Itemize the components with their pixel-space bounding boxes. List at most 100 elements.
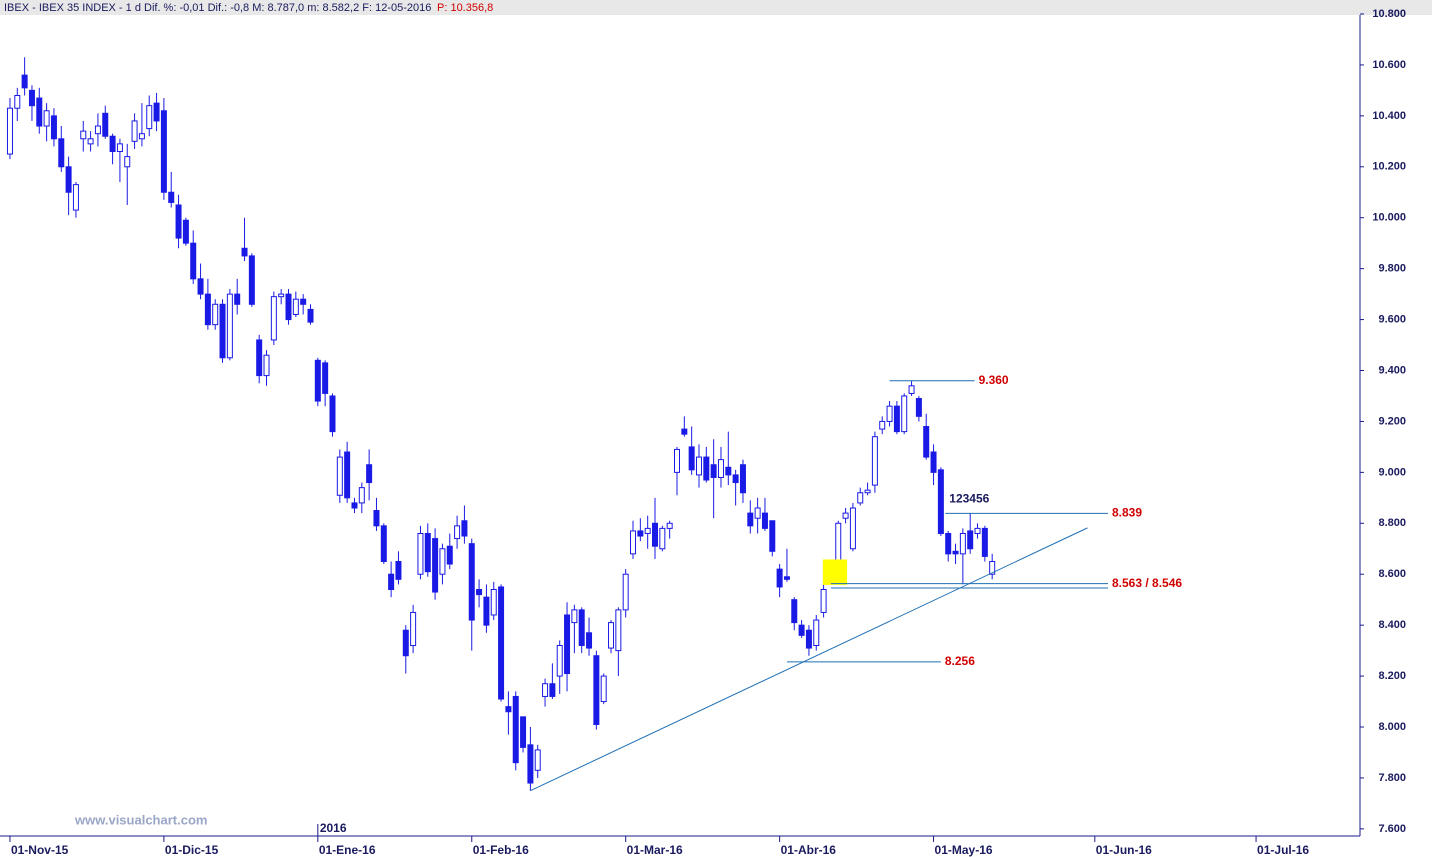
level-label: 9.360	[979, 373, 1009, 387]
candle-body	[659, 527, 666, 550]
candle-body	[498, 586, 505, 700]
candle-body	[754, 507, 761, 519]
candle-body	[256, 339, 263, 377]
candle-body	[65, 166, 72, 193]
year-label: 2016	[320, 821, 347, 835]
x-tick-label: 01-Jul-16	[1257, 843, 1309, 857]
candle-body	[725, 466, 732, 476]
candle-body	[893, 405, 900, 433]
candle-body	[637, 530, 644, 537]
y-tick-label: 8.200	[1378, 670, 1406, 682]
candle-body	[21, 74, 28, 89]
candle-body	[102, 112, 109, 137]
candle-body	[432, 538, 439, 593]
candle-body	[512, 695, 519, 764]
candle-body	[600, 675, 607, 703]
candle-body	[703, 456, 710, 481]
x-tick-label: 01-May-16	[935, 843, 993, 857]
candle-body	[80, 130, 87, 140]
candle-body	[937, 469, 944, 534]
candle-body	[344, 451, 351, 499]
candle-body	[798, 624, 805, 636]
candle-body	[190, 242, 197, 280]
candle-body	[146, 105, 153, 130]
y-tick-label: 8.400	[1378, 619, 1406, 631]
candle-body	[813, 619, 820, 647]
y-tick-label: 10.400	[1372, 110, 1406, 122]
candle-body	[43, 110, 50, 127]
candle-body	[490, 589, 497, 616]
candle-body	[6, 107, 13, 155]
y-tick-label: 8.600	[1378, 568, 1406, 580]
candle-body	[666, 522, 673, 529]
candle-body	[358, 487, 365, 504]
y-tick-label: 9.600	[1378, 313, 1406, 325]
candle-body	[871, 436, 878, 486]
y-tick-label: 10.000	[1372, 212, 1406, 224]
candle-body	[791, 599, 798, 624]
candle-body	[805, 629, 812, 649]
candle-body	[138, 133, 145, 140]
candle-body	[549, 683, 556, 697]
candle-body	[776, 568, 783, 588]
candle-body	[439, 548, 446, 575]
candle-body	[351, 502, 358, 509]
candle-body	[307, 308, 314, 323]
candle-body	[424, 532, 431, 573]
candle-body	[556, 645, 563, 677]
candle-body	[520, 716, 527, 748]
y-tick-label: 9.400	[1378, 364, 1406, 376]
candle-body	[747, 512, 754, 527]
candle-body	[322, 362, 329, 394]
candle-body	[72, 184, 79, 211]
candle-body	[131, 120, 138, 142]
candle-body	[278, 293, 285, 298]
candle-body	[36, 97, 43, 127]
candle-body	[476, 589, 483, 596]
candle-body	[864, 489, 871, 494]
candle-body	[673, 448, 680, 473]
candle-body	[923, 426, 930, 458]
candle-body	[542, 683, 549, 697]
candle-body	[58, 138, 65, 168]
candle-body	[153, 102, 160, 122]
candle-body	[461, 520, 468, 537]
candle-body	[783, 576, 790, 580]
candle-body	[28, 89, 35, 107]
candle-body	[652, 522, 659, 547]
candle-body	[842, 512, 849, 519]
candle-body	[688, 446, 695, 471]
candle-body	[300, 298, 307, 305]
candle-body	[314, 359, 321, 402]
candle-body	[608, 622, 615, 649]
candle-body	[402, 629, 409, 657]
candle-body	[717, 459, 724, 478]
candle-body	[901, 395, 908, 433]
candle-body	[527, 744, 534, 784]
candle-body	[974, 527, 981, 534]
candle-body	[248, 255, 255, 305]
candle-body	[241, 247, 248, 257]
candle-body	[959, 532, 966, 555]
candle-body	[285, 293, 292, 321]
header-bar	[0, 0, 1432, 15]
level-label: 8.563 / 8.546	[1112, 576, 1182, 590]
candle-body	[182, 219, 189, 244]
header-price: P: 10.356,8	[437, 2, 493, 14]
candle-body	[468, 543, 475, 621]
candle-body	[981, 527, 988, 557]
candle-body	[380, 525, 387, 562]
candle-body	[857, 492, 864, 504]
candle-body	[197, 278, 204, 295]
x-tick-label: 01-Ene-16	[319, 843, 376, 857]
candle-body	[366, 464, 373, 484]
highlight-box	[822, 559, 848, 585]
watermark: www.visualchart.com	[74, 812, 207, 827]
candle-body	[586, 632, 593, 649]
candle-body	[989, 560, 996, 575]
y-tick-label: 10.600	[1372, 59, 1406, 71]
y-tick-label: 9.200	[1378, 415, 1406, 427]
candle-body	[879, 420, 886, 430]
candle-body	[564, 614, 571, 675]
